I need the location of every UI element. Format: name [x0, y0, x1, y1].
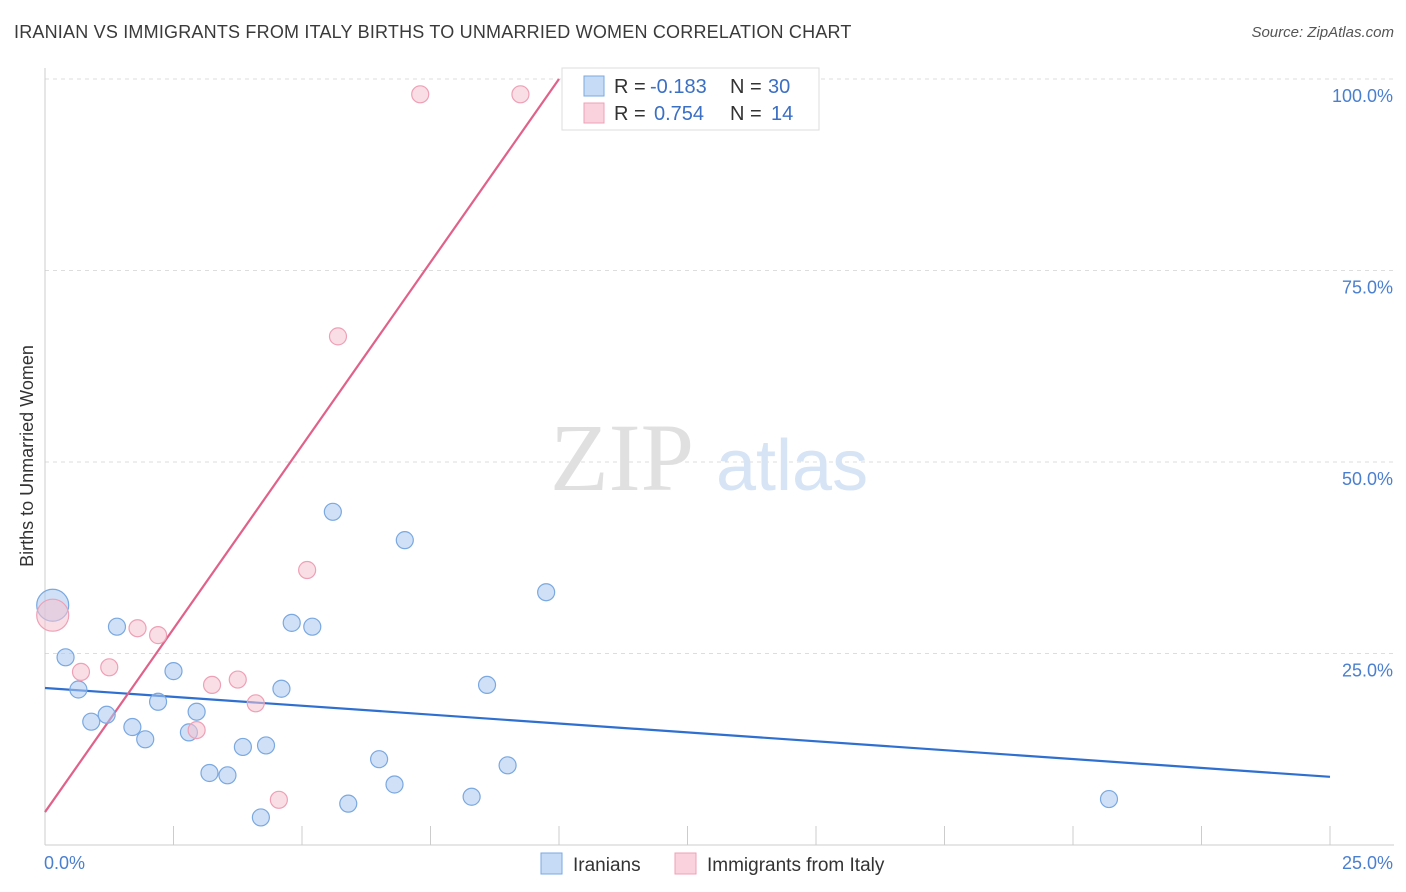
point-iranians-25 — [462, 787, 481, 806]
bottom-legend-label-iranians: Iranians — [573, 855, 641, 876]
legend-r-label-2: R = — [614, 103, 646, 125]
point-italy-6 — [202, 675, 222, 695]
point-iranians-21 — [339, 794, 358, 813]
point-italy-4 — [148, 626, 168, 645]
bottom-legend-swatch-iranians — [540, 852, 563, 875]
point-iranians-11 — [187, 702, 206, 721]
source-label: Source: ZipAtlas.com — [1251, 24, 1394, 41]
point-iranians-20 — [323, 502, 342, 521]
point-iranians-18 — [282, 613, 301, 632]
watermark: ZIP atlas — [550, 404, 868, 511]
point-iranians-27 — [498, 756, 517, 775]
gridlines — [45, 78, 1394, 654]
legend-swatch-iranians — [583, 75, 605, 97]
point-italy-8 — [246, 694, 265, 713]
chart-title: IRANIAN VS IMMIGRANTS FROM ITALY BIRTHS … — [14, 22, 852, 42]
y-tick-labels: 25.0% 50.0% 75.0% 100.0% — [1332, 86, 1393, 681]
point-iranians-26 — [477, 675, 497, 695]
trend-line-italy — [44, 78, 560, 813]
watermark-zip: ZIP — [550, 404, 694, 511]
point-iranians-22 — [370, 750, 389, 769]
y-tick-label-25: 25.0% — [1342, 661, 1393, 681]
point-iranians-16 — [256, 736, 276, 755]
x-ticks — [173, 826, 1331, 845]
point-iranians-4 — [97, 705, 116, 724]
y-tick-label-100: 100.0% — [1332, 86, 1393, 106]
stats-legend: R = -0.183 N = 30 R = 0.754 N = 14 — [561, 67, 820, 131]
point-italy-3 — [128, 619, 147, 638]
legend-n-value-iranians: 30 — [768, 76, 790, 98]
series-legend: Iranians Immigrants from Italy — [540, 852, 885, 876]
legend-n-label-2: N = — [730, 103, 762, 125]
point-iranians-23 — [385, 775, 404, 794]
point-iranians-8 — [148, 692, 168, 711]
trend-line-iranians — [44, 686, 1331, 778]
point-italy-1 — [71, 662, 91, 681]
x-tick-label-max: 25.0% — [1342, 853, 1393, 873]
point-iranians-17 — [272, 679, 291, 698]
point-italy-12 — [411, 85, 430, 104]
point-iranians-1 — [56, 648, 75, 667]
legend-r-value-italy: 0.754 — [654, 103, 704, 125]
point-italy-10 — [298, 560, 317, 580]
point-iranians-9 — [164, 662, 183, 681]
point-italy-9 — [269, 790, 288, 809]
point-iranians-28 — [537, 583, 556, 602]
point-iranians-15 — [251, 808, 270, 827]
point-iranians-14 — [233, 737, 252, 757]
point-italy-2 — [100, 658, 119, 677]
data-points — [36, 85, 1119, 827]
legend-r-label-1: R = — [614, 76, 646, 98]
x-tick-label-min: 0.0% — [44, 853, 85, 873]
y-tick-label-50: 50.0% — [1342, 469, 1393, 489]
point-iranians-12 — [200, 763, 219, 783]
point-iranians-19 — [303, 617, 322, 636]
point-italy-0 — [36, 598, 70, 632]
point-iranians-7 — [136, 730, 155, 749]
legend-swatch-italy — [583, 102, 605, 124]
y-tick-label-75: 75.0% — [1342, 278, 1393, 298]
bottom-legend-swatch-italy — [674, 852, 697, 875]
y-axis-title: Births to Unmarried Women — [17, 345, 37, 567]
point-iranians-5 — [107, 617, 127, 636]
point-italy-13 — [511, 85, 530, 104]
point-iranians-2 — [69, 680, 88, 699]
point-iranians-13 — [218, 766, 237, 785]
axes — [44, 68, 1394, 846]
point-iranians-29 — [1099, 789, 1119, 809]
legend-r-value-iranians: -0.183 — [650, 76, 707, 98]
point-italy-5 — [187, 720, 206, 740]
point-italy-7 — [228, 670, 247, 689]
bottom-legend-label-italy: Immigrants from Italy — [707, 855, 885, 876]
stats-legend-box — [561, 67, 820, 131]
point-iranians-3 — [82, 712, 101, 731]
point-iranians-24 — [395, 531, 414, 550]
watermark-atlas: atlas — [716, 426, 868, 506]
legend-n-label-1: N = — [730, 76, 762, 98]
point-italy-11 — [328, 327, 348, 346]
point-iranians-6 — [123, 717, 142, 737]
legend-n-value-italy: 14 — [771, 103, 793, 125]
